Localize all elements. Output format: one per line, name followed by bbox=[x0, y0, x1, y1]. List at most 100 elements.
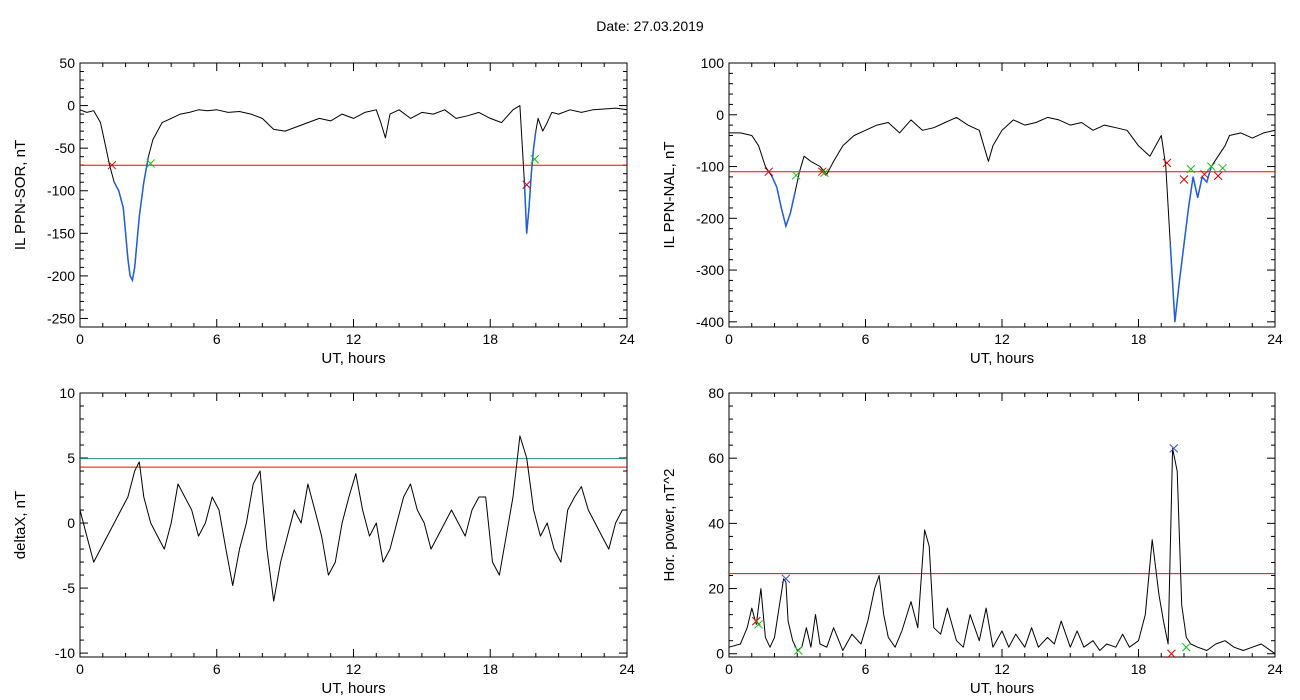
cross-stroke bbox=[522, 180, 532, 190]
y-tick-label: 80 bbox=[708, 385, 724, 401]
cross-marker bbox=[1162, 158, 1172, 168]
series-line bbox=[79, 105, 628, 281]
cross-stroke bbox=[1169, 444, 1179, 453]
cross-marker bbox=[817, 167, 827, 177]
cross-marker bbox=[764, 167, 774, 177]
cross-marker bbox=[522, 180, 532, 190]
y-tick-label: 5 bbox=[67, 450, 75, 466]
y-tick-label: 100 bbox=[701, 55, 725, 71]
plot-frame bbox=[79, 62, 628, 328]
y-tick-label: 60 bbox=[708, 450, 724, 466]
x-tick-label: 0 bbox=[725, 331, 733, 347]
panel-il-sor: 0 6 12 18 24 50 0 -50 -100 -150 -200 -250 UT, hours I… bbox=[12, 55, 635, 367]
y-tick-label: -100 bbox=[696, 159, 724, 175]
cross-marker bbox=[1169, 444, 1179, 453]
cross-marker bbox=[794, 646, 803, 655]
cross-stroke bbox=[751, 616, 761, 626]
x-tick-label: 0 bbox=[725, 661, 733, 677]
y-tick-label: -150 bbox=[47, 225, 75, 241]
x-tick-label: 6 bbox=[213, 661, 221, 677]
cross-stroke bbox=[530, 154, 540, 164]
cross-stroke bbox=[791, 170, 801, 180]
y-tick-label: 20 bbox=[708, 581, 724, 597]
cross-stroke bbox=[754, 620, 763, 629]
x-tick-label: 12 bbox=[346, 661, 362, 677]
y-tick-label: -5 bbox=[63, 580, 76, 596]
cross-marker bbox=[781, 574, 791, 584]
x-tick-label: 24 bbox=[619, 661, 635, 677]
x-tick-label: 0 bbox=[76, 331, 84, 347]
cross-marker bbox=[107, 160, 117, 170]
cross-stroke bbox=[820, 168, 829, 178]
x-tick-label: 18 bbox=[482, 331, 498, 347]
x-tick-label: 24 bbox=[1267, 331, 1283, 347]
highlight-segment bbox=[771, 176, 796, 229]
series-line bbox=[728, 447, 1276, 655]
x-tick-label: 12 bbox=[994, 331, 1010, 347]
x-tick-label: 6 bbox=[213, 331, 221, 347]
x-tick-label: 6 bbox=[862, 661, 870, 677]
cross-stroke bbox=[1213, 171, 1223, 181]
highlight-segment bbox=[523, 131, 537, 234]
plot-frame bbox=[728, 62, 1276, 328]
cross-stroke bbox=[781, 574, 791, 584]
cross-marker bbox=[1206, 162, 1216, 171]
cross-stroke bbox=[1206, 162, 1216, 171]
y-tick-label: -400 bbox=[696, 314, 724, 330]
cross-stroke bbox=[1186, 164, 1196, 174]
series-line bbox=[79, 435, 627, 602]
series-line bbox=[729, 116, 1276, 323]
cross-marker bbox=[1218, 163, 1228, 173]
y-tick-label: -200 bbox=[47, 268, 75, 284]
date-title: Date: 27.03.2019 bbox=[596, 18, 704, 34]
cross-stroke bbox=[1167, 649, 1176, 659]
x-axis-label: UT, hours bbox=[321, 350, 385, 367]
x-tick-label: 12 bbox=[346, 331, 362, 347]
cross-marker bbox=[820, 168, 829, 178]
cross-stroke bbox=[1218, 163, 1228, 173]
x-tick-label: 18 bbox=[1131, 331, 1147, 347]
cross-marker bbox=[1179, 175, 1189, 184]
highlight-segment bbox=[1169, 166, 1213, 322]
cross-stroke bbox=[817, 167, 827, 177]
cross-stroke bbox=[146, 159, 156, 168]
x-tick-label: 24 bbox=[1267, 661, 1283, 677]
y-tick-label: -250 bbox=[47, 310, 75, 326]
cross-marker bbox=[1167, 649, 1176, 659]
cross-stroke bbox=[107, 160, 117, 170]
x-tick-label: 0 bbox=[76, 661, 84, 677]
cross-stroke bbox=[794, 646, 803, 655]
y-tick-label: -50 bbox=[55, 140, 75, 156]
cross-marker bbox=[1186, 164, 1196, 174]
x-tick-label: 18 bbox=[1131, 661, 1147, 677]
x-axis-label: UT, hours bbox=[321, 680, 385, 697]
y-tick-label: -300 bbox=[696, 262, 724, 278]
cross-stroke bbox=[764, 167, 774, 177]
cross-stroke bbox=[1162, 158, 1172, 168]
y-tick-label: 0 bbox=[67, 98, 75, 114]
panel-il-nal: 0 6 12 18 24 100 0 -100 -200 -300 -400 UT, hours IL … bbox=[661, 55, 1283, 367]
y-tick-label: 0 bbox=[716, 107, 724, 123]
plot-frame bbox=[728, 392, 1276, 658]
y-tick-label: 40 bbox=[708, 515, 724, 531]
y-axis-label: Hor. power, nT^2 bbox=[661, 469, 678, 582]
y-axis-label: IL PPN-SOR, nT bbox=[12, 140, 29, 250]
y-tick-label: 50 bbox=[59, 55, 75, 71]
x-tick-label: 6 bbox=[862, 331, 870, 347]
y-tick-label: -100 bbox=[47, 183, 75, 199]
y-tick-label: -10 bbox=[55, 645, 75, 661]
cross-marker bbox=[146, 159, 156, 168]
x-tick-label: 12 bbox=[994, 661, 1010, 677]
x-axis-label: UT, hours bbox=[970, 350, 1034, 367]
y-tick-label: 0 bbox=[67, 515, 75, 531]
y-tick-label: 0 bbox=[716, 646, 724, 662]
highlight-segment bbox=[113, 156, 150, 283]
plot-frame bbox=[79, 392, 628, 658]
y-axis-label: IL PPN-NAL, nT bbox=[661, 142, 678, 249]
panel-hor-power: 0 6 12 18 24 80 60 40 20 0 UT, hours Hor. power, nT… bbox=[661, 385, 1283, 697]
cross-stroke bbox=[1181, 642, 1191, 652]
y-tick-label: -200 bbox=[696, 210, 724, 226]
cross-stroke bbox=[1179, 175, 1189, 184]
panel-deltax: 0 6 12 18 24 10 5 0 -5 -10 UT, hours deltaX, nT bbox=[12, 385, 635, 697]
